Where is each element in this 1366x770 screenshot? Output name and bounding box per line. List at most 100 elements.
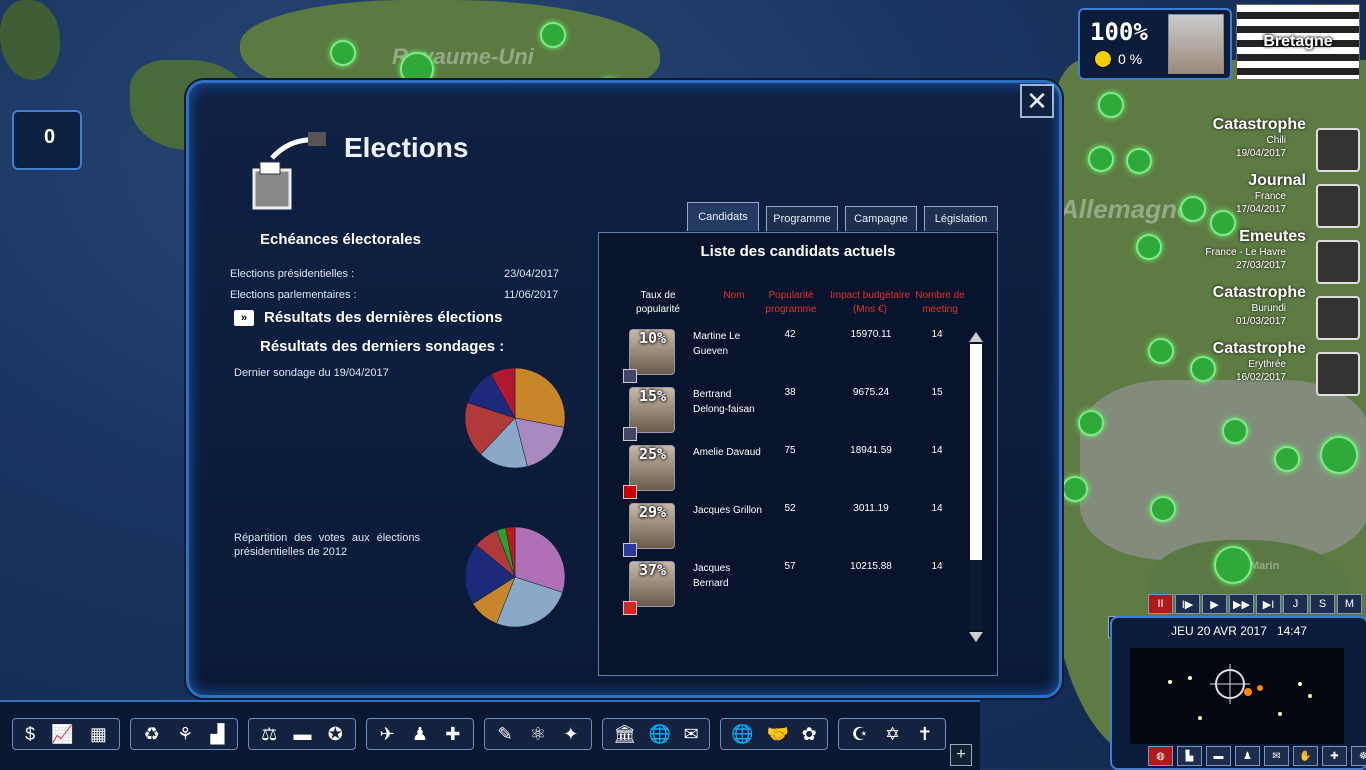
week-button[interactable]: S [1310, 594, 1335, 614]
pie-slice [464, 544, 516, 605]
cross-icon[interactable]: ✝ [917, 723, 933, 744]
toolbar-justice: ⚖ ▬ ✪ [248, 718, 356, 750]
party-flag-icon [623, 369, 637, 383]
candidates-panel: Liste des candidats actuels Taux de popu… [598, 232, 998, 676]
candidate-pop: 57 [784, 561, 796, 572]
city-marker[interactable] [1222, 418, 1248, 444]
news-country: Erythrée [1248, 359, 1286, 370]
city-marker[interactable] [1062, 476, 1088, 502]
un-icon[interactable]: ✿ [801, 723, 817, 744]
candidate-row[interactable]: 25% Amelie Davaud 75 18941.59 14 [599, 445, 969, 503]
pause-button[interactable]: II [1148, 594, 1173, 614]
month-button[interactable]: M [1337, 594, 1362, 614]
scales-icon[interactable]: ⚖ [261, 723, 278, 744]
results-arrow-button[interactable]: » [234, 310, 254, 326]
candidate-row[interactable]: 15% Bertrand Delong-faisan 38 9675.24 15 [599, 387, 969, 445]
city-marker[interactable] [1180, 196, 1206, 222]
factory-icon[interactable]: ▟ [210, 723, 225, 744]
tab-candidats[interactable]: Candidats [687, 202, 759, 231]
leader-portrait[interactable] [1168, 14, 1224, 74]
government-icon[interactable]: 🏛 [613, 723, 637, 744]
globe-icon[interactable]: 🌐 [648, 723, 672, 744]
cash-icon[interactable]: ▦ [89, 723, 107, 744]
news-item[interactable]: Catastrophe Chili 19/04/2017 [1168, 116, 1360, 172]
money-icon[interactable]: $ [25, 723, 36, 744]
recycle-icon[interactable]: ♻ [143, 723, 160, 744]
city-marker[interactable] [1214, 546, 1252, 584]
news-item[interactable]: Journal France 17/04/2017 [1168, 172, 1360, 228]
candidate-row[interactable]: 10% Martine Le Gueven 42 15970.11 14 [599, 329, 969, 387]
scroll-thumb[interactable] [970, 560, 982, 630]
candidates-scrollbar[interactable] [968, 330, 984, 644]
city-marker[interactable] [1098, 92, 1124, 118]
news-item[interactable]: Catastrophe Burundi 01/03/2017 [1168, 284, 1360, 340]
atom-icon[interactable]: ⚛ [529, 723, 547, 744]
health-icon[interactable]: ✚ [445, 723, 461, 744]
city-marker[interactable] [1190, 356, 1216, 382]
news-item[interactable]: Catastrophe Erythrée 16/02/2017 [1168, 340, 1360, 396]
palette-icon[interactable]: ✎ [497, 723, 513, 744]
tab-programme[interactable]: Programme [766, 206, 838, 231]
toolbar-culture: ✎ ⚛ ✦ [484, 718, 592, 750]
candidate-row[interactable]: 37% Jacques Bernard 57 10215.88 14 [599, 561, 969, 619]
city-marker[interactable] [1126, 148, 1152, 174]
world-icon[interactable]: 🌐 [731, 723, 754, 744]
world-minimap[interactable] [1130, 648, 1344, 744]
scroll-up-icon[interactable] [968, 330, 984, 344]
layer-nuclear-icon[interactable]: ☸ [1351, 746, 1366, 766]
ballot-icon[interactable]: ✉ [683, 723, 699, 744]
layer-military-icon[interactable]: ▬ [1206, 746, 1231, 766]
news-date: 16/02/2017 [1235, 372, 1286, 383]
chart-icon[interactable]: 📈 [51, 723, 74, 744]
tank-icon[interactable]: ▬ [293, 723, 312, 744]
city-marker[interactable] [1150, 496, 1176, 522]
layer-people-icon[interactable]: ♟ [1235, 746, 1260, 766]
city-marker[interactable] [1320, 436, 1358, 474]
event-counter[interactable]: 0 [12, 110, 82, 170]
wheat-icon[interactable]: ⚘ [177, 723, 194, 744]
layer-popularity-icon[interactable]: ◍ [1148, 746, 1173, 766]
map-label-allemagne: Allemagne [1060, 194, 1192, 224]
tab-campagne[interactable]: Campagne [845, 206, 917, 231]
candidate-portrait [629, 445, 675, 491]
toolbar-plus-icon[interactable]: + [950, 744, 972, 766]
candidate-row[interactable]: 29% Jacques Grillon 52 3011.19 14 [599, 503, 969, 561]
news-title: Emeutes [1239, 228, 1306, 245]
day-button[interactable]: J [1283, 594, 1308, 614]
scroll-down-icon[interactable] [968, 630, 984, 644]
star-of-david-icon[interactable]: ✡ [884, 723, 901, 744]
graduation-icon[interactable]: ✦ [563, 723, 579, 744]
layer-diplomacy-icon[interactable]: ✋ [1293, 746, 1318, 766]
fastest-button[interactable]: ▶I [1256, 594, 1281, 614]
city-marker[interactable] [1274, 446, 1300, 472]
fast-button[interactable]: ▶▶ [1229, 594, 1254, 614]
crescent-icon[interactable]: ☪ [851, 723, 868, 744]
close-button[interactable]: ✕ [1020, 84, 1054, 118]
region-flag[interactable]: Bretagne [1236, 4, 1360, 80]
police-badge-icon[interactable]: ✪ [327, 723, 343, 744]
layer-news-icon[interactable]: ✉ [1264, 746, 1289, 766]
city-marker[interactable] [1088, 146, 1114, 172]
city-marker[interactable] [1078, 410, 1104, 436]
family-icon[interactable]: ♟ [411, 723, 429, 744]
step-button[interactable]: I▶ [1175, 594, 1200, 614]
handshake-icon[interactable]: 🤝 [766, 723, 789, 744]
layer-health-icon[interactable]: ✚ [1322, 746, 1347, 766]
leader-approval-panel[interactable]: 100% 0 % [1078, 8, 1232, 80]
tab-legislation[interactable]: Législation [924, 206, 998, 231]
city-marker[interactable] [1136, 234, 1162, 260]
candidate-impact: 18941.59 [850, 445, 892, 456]
city-marker[interactable] [1148, 338, 1174, 364]
news-date: 27/03/2017 [1235, 260, 1286, 271]
news-item[interactable]: Emeutes France - Le Havre 27/03/2017 [1168, 228, 1360, 284]
plane-icon[interactable]: ✈ [379, 723, 395, 744]
city-marker[interactable] [540, 22, 566, 48]
resultats-elections-link[interactable]: Résultats des dernières élections [264, 309, 503, 326]
scroll-track[interactable] [970, 344, 982, 630]
city-marker[interactable] [1210, 210, 1236, 236]
city-marker[interactable] [330, 40, 356, 66]
play-button[interactable]: ▶ [1202, 594, 1227, 614]
candidate-portrait [629, 329, 675, 375]
layer-industry-icon[interactable]: ▙ [1177, 746, 1202, 766]
candidate-name: Amelie Davaud [693, 447, 761, 458]
